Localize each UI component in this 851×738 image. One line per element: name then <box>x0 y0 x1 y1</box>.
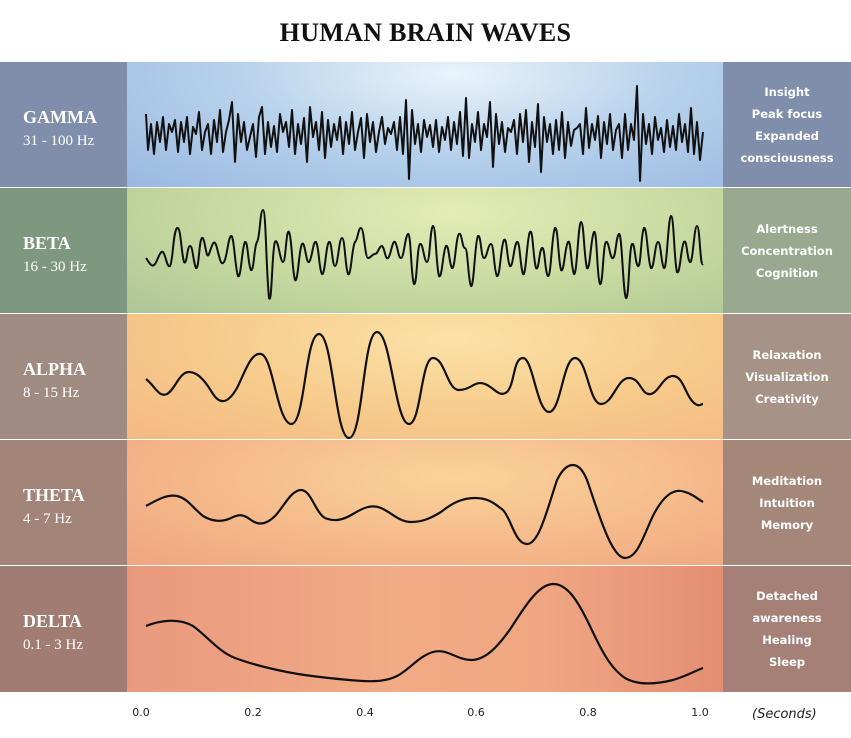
trait: consciousness <box>740 151 834 165</box>
trait: Concentration <box>741 244 833 258</box>
band-frequency: 16 - 30 Hz <box>23 259 87 275</box>
band-frequency: 31 - 100 Hz <box>23 133 95 149</box>
trait: Intuition <box>759 496 815 510</box>
x-tick-label: 0.4 <box>356 706 374 719</box>
x-tick-label: 1.0 <box>691 706 709 719</box>
x-tick-label: 0.2 <box>244 706 262 719</box>
trait: Meditation <box>751 474 823 488</box>
wave-trace-gamma <box>145 85 704 182</box>
wave-plot-delta <box>127 566 723 692</box>
band-name: GAMMA <box>23 107 97 127</box>
band-traits-beta: Alertness Concentration Cognition <box>723 188 851 314</box>
band-frequency: 4 - 7 Hz <box>23 511 72 527</box>
wave-trace-alpha <box>145 330 704 440</box>
wave-path-delta <box>145 582 704 685</box>
trait: Cognition <box>755 266 819 280</box>
trait: Relaxation <box>752 348 822 362</box>
x-axis-unit: (Seconds) <box>752 707 817 722</box>
wave-path-beta <box>145 209 704 300</box>
band-label-gamma: GAMMA 31 - 100 Hz <box>0 62 127 188</box>
band-label-alpha: ALPHA 8 - 15 Hz <box>0 314 127 440</box>
band-label-delta: DELTA 0.1 - 3 Hz <box>0 566 127 692</box>
band-traits-alpha: Relaxation Visualization Creativity <box>723 314 851 440</box>
trait: Insight <box>764 85 810 99</box>
trait: Peak focus <box>751 107 823 121</box>
wave-plot-gamma <box>127 62 723 188</box>
wave-plot-theta <box>127 440 723 566</box>
wave-trace-theta <box>145 463 704 560</box>
band-traits-delta: Detached awareness Healing Sleep <box>723 566 851 692</box>
trait: Sleep <box>768 655 806 669</box>
wave-plot-beta <box>127 188 723 314</box>
trait: Healing <box>762 633 812 647</box>
trait: Creativity <box>755 392 819 406</box>
trait: Detached <box>756 589 818 603</box>
band-name: THETA <box>23 485 85 505</box>
wave-path-theta <box>145 463 704 560</box>
page-title: HUMAN BRAIN WAVES <box>279 18 572 47</box>
band-theta: THETA 4 - 7 Hz Meditation Intuition Memo… <box>0 440 851 566</box>
band-frequency: 8 - 15 Hz <box>23 385 80 401</box>
trait: awareness <box>752 611 822 625</box>
wave-path-alpha <box>145 330 704 440</box>
wave-plot-alpha <box>127 314 723 440</box>
x-tick-label: 0.6 <box>467 706 485 719</box>
band-label-theta: THETA 4 - 7 Hz <box>0 440 127 566</box>
x-tick-label: 0.0 <box>132 706 150 719</box>
wave-path-gamma <box>145 85 704 182</box>
band-traits-theta: Meditation Intuition Memory <box>723 440 851 566</box>
trait: Visualization <box>745 370 829 384</box>
band-frequency: 0.1 - 3 Hz <box>23 637 83 653</box>
wave-trace-beta <box>145 209 704 300</box>
band-beta: BETA 16 - 30 Hz Alertness Concentration … <box>0 188 851 314</box>
wave-trace-delta <box>145 582 704 685</box>
band-name: BETA <box>23 233 71 253</box>
band-name: ALPHA <box>23 359 86 379</box>
trait: Expanded <box>755 129 819 143</box>
x-tick-label: 0.8 <box>579 706 597 719</box>
band-label-beta: BETA 16 - 30 Hz <box>0 188 127 314</box>
band-alpha: ALPHA 8 - 15 Hz Relaxation Visualization… <box>0 314 851 440</box>
band-traits-gamma: Insight Peak focus Expanded consciousnes… <box>723 62 851 188</box>
band-delta: DELTA 0.1 - 3 Hz Detached awareness Heal… <box>0 566 851 692</box>
trait: Memory <box>760 518 814 532</box>
trait: Alertness <box>756 222 818 236</box>
x-axis: 0.0 0.2 0.4 0.6 0.8 1.0 <box>0 706 851 726</box>
band-gamma: GAMMA 31 - 100 Hz Insight Peak focus Exp… <box>0 62 851 188</box>
band-name: DELTA <box>23 611 83 631</box>
